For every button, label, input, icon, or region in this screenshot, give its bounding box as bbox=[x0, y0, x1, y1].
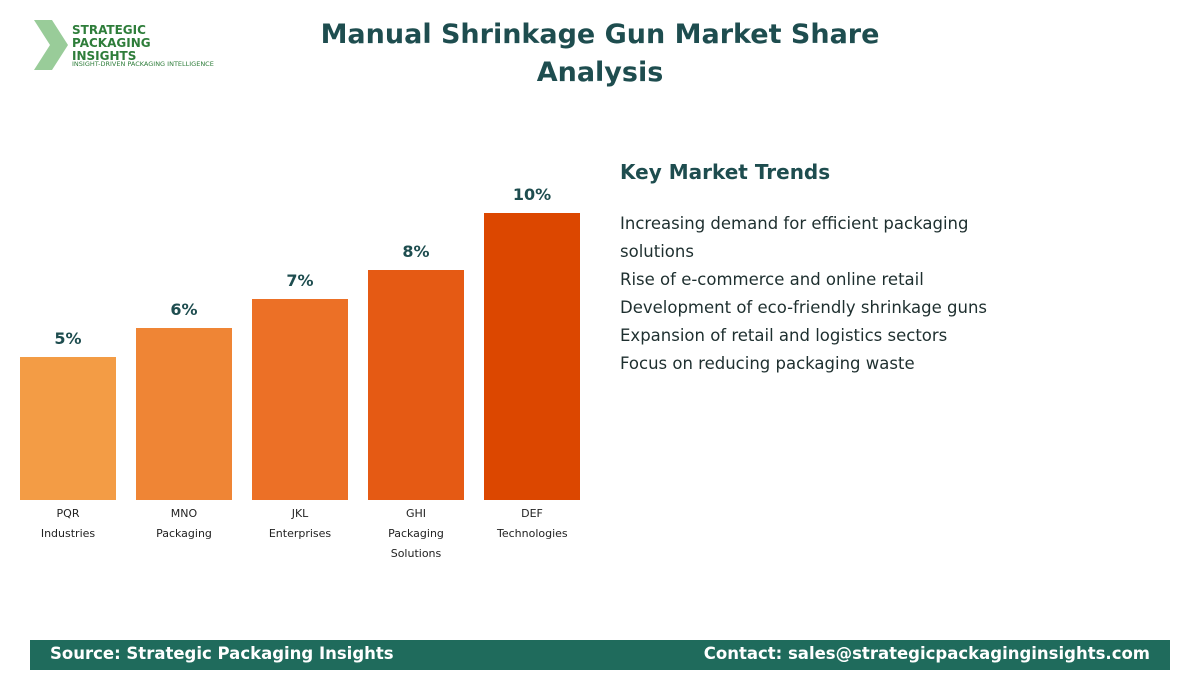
trend-item: Rise of e-commerce and online retail bbox=[620, 270, 924, 289]
x-tick-label: JKL Enterprises bbox=[268, 507, 332, 540]
value-label: 6% bbox=[170, 299, 198, 319]
contact: Contact: sales@strategicpackaginginsight… bbox=[703, 644, 1150, 663]
trend-item: Increasing demand for efficient packagin… bbox=[620, 214, 969, 261]
value-label: 7% bbox=[286, 271, 314, 291]
x-tick-label: GHI Packaging Solutions bbox=[388, 507, 444, 560]
footer: Source: Strategic Packaging Insights Con… bbox=[30, 640, 1170, 670]
bar bbox=[136, 327, 232, 500]
trend-item: Focus on reducing packaging waste bbox=[620, 354, 915, 373]
bar bbox=[484, 213, 580, 500]
x-tick-label: PQR Industries bbox=[40, 507, 96, 540]
bar bbox=[368, 270, 464, 500]
trends-title: Key Market Trends bbox=[620, 160, 831, 184]
x-tick-label: DEF Technologies bbox=[497, 507, 568, 540]
value-label: 10% bbox=[512, 185, 552, 204]
logo-name: STRATEGIC PACKAGING INSIGHTS bbox=[72, 23, 151, 63]
bar bbox=[252, 299, 348, 500]
trend-item: Expansion of retail and logistics sector… bbox=[620, 326, 948, 345]
logo-mark bbox=[34, 20, 68, 70]
value-label: 5% bbox=[54, 328, 82, 348]
trend-item: Development of eco-friendly shrinkage gu… bbox=[620, 298, 988, 317]
bar bbox=[20, 356, 116, 500]
logo-tagline: INSIGHT-DRIVEN PACKAGING INTELLIGENCE bbox=[72, 60, 214, 68]
chart-title: Manual Shrinkage Gun Market Share Analys… bbox=[320, 19, 880, 88]
trends-list: Increasing demand for efficient packagin… bbox=[620, 210, 1010, 378]
value-label: 8% bbox=[402, 242, 430, 262]
x-tick-label: MNO Packaging bbox=[156, 507, 212, 540]
chart: 5% PQR Industries 6% MNO Packaging 7% JKL Ent… bbox=[0, 0, 600, 600]
source: Source: Strategic Packaging Insights bbox=[50, 644, 394, 663]
